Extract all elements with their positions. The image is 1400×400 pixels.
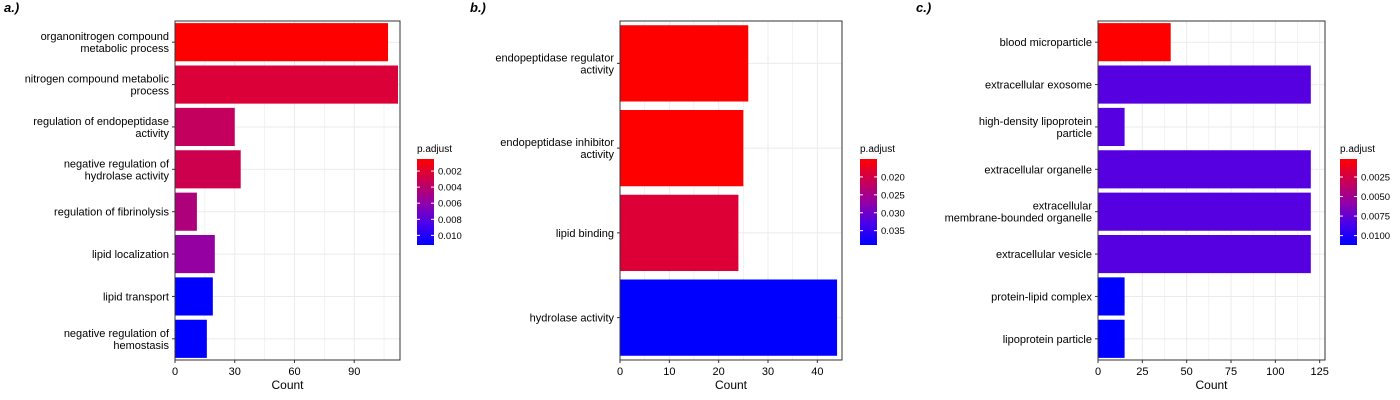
x-tick-label: 0 bbox=[172, 366, 178, 378]
bar bbox=[620, 25, 749, 102]
colorbar-tick-label: 0.002 bbox=[438, 167, 462, 178]
x-tick-label: 100 bbox=[1266, 366, 1284, 378]
panel-label: b.) bbox=[470, 0, 486, 15]
y-tick-label: hydrolase activity bbox=[530, 313, 615, 325]
colorbar bbox=[1340, 159, 1357, 245]
bar bbox=[620, 109, 744, 187]
panel-label: c.) bbox=[916, 0, 931, 15]
y-tick-label: nitrogen compound metabolic process bbox=[25, 74, 170, 98]
colorbar-legend: p.adjust 0.002 0.004 0.006 0.008 0.010 bbox=[417, 144, 462, 245]
y-tick-label: lipid localization bbox=[92, 249, 169, 261]
x-tick-label: 30 bbox=[229, 366, 241, 378]
bar bbox=[1098, 192, 1311, 231]
y-tick-label: extracellular vesicle bbox=[996, 249, 1092, 261]
bar bbox=[1098, 65, 1311, 104]
y-tick-label: extracellular exosome bbox=[985, 80, 1092, 92]
colorbar-tick-label: 0.006 bbox=[438, 199, 462, 210]
x-tick-label: 30 bbox=[762, 366, 774, 378]
bar bbox=[175, 65, 399, 104]
colorbar-tick-label: 0.0075 bbox=[1361, 212, 1390, 223]
x-tick-label: 90 bbox=[348, 366, 360, 378]
y-tick-label: negative regulation of hemostasis bbox=[64, 328, 170, 352]
bar bbox=[1098, 319, 1125, 358]
colorbar-tick-label: 0.035 bbox=[881, 226, 905, 237]
bar bbox=[1098, 150, 1311, 189]
plot-border bbox=[1097, 20, 1326, 361]
colorbar-title: p.adjust bbox=[1340, 144, 1375, 155]
colorbar bbox=[860, 159, 877, 245]
y-tick-label: endopeptidase regulator activity bbox=[495, 52, 614, 76]
panel-3: c.) blood microparticle extracellular exos… bbox=[916, 0, 1390, 392]
bar bbox=[175, 150, 241, 189]
y-tick-label: lipid binding bbox=[556, 228, 614, 240]
x-tick-label: 40 bbox=[811, 366, 823, 378]
colorbar-tick-label: 0.0050 bbox=[1361, 192, 1390, 203]
colorbar-tick-label: 0.0100 bbox=[1361, 231, 1390, 242]
bar bbox=[175, 277, 213, 316]
colorbar bbox=[417, 159, 434, 245]
x-axis-title: Count bbox=[1195, 378, 1228, 392]
colorbar-tick-label: 0.004 bbox=[438, 183, 462, 194]
y-tick-label: regulation of endopeptidase activity bbox=[33, 116, 169, 140]
colorbar-tick-label: 0.025 bbox=[881, 190, 905, 201]
bar bbox=[620, 279, 838, 356]
panel-2: b.) endopeptidase regulator activity endope… bbox=[470, 0, 905, 392]
bar bbox=[1098, 23, 1171, 62]
x-tick-label: 125 bbox=[1311, 366, 1329, 378]
bar bbox=[1098, 277, 1125, 316]
x-tick-label: 25 bbox=[1136, 366, 1148, 378]
bar bbox=[175, 107, 235, 147]
y-tick-label: high-density lipoprotein particle bbox=[979, 116, 1092, 140]
y-tick-label: lipoprotein particle bbox=[1003, 334, 1092, 346]
bar bbox=[1098, 107, 1125, 147]
y-tick-label: negative regulation of hydrolase activity bbox=[64, 158, 170, 182]
colorbar-tick-label: 0.020 bbox=[881, 172, 905, 183]
bar bbox=[175, 234, 215, 274]
colorbar-tick-label: 0.008 bbox=[438, 215, 462, 226]
colorbar-tick-label: 0.0025 bbox=[1361, 172, 1390, 183]
panel-1: a.) organonitrogen compound metabolic proc… bbox=[4, 0, 462, 392]
x-tick-label: 0 bbox=[1095, 366, 1101, 378]
x-tick-label: 60 bbox=[288, 366, 300, 378]
y-tick-label: lipid transport bbox=[103, 291, 169, 303]
y-tick-label: extracellular membrane-bounded organelle bbox=[945, 201, 1093, 225]
colorbar-tick-label: 0.030 bbox=[881, 208, 905, 219]
colorbar-legend: p.adjust 0.020 0.025 0.030 0.035 bbox=[860, 144, 905, 245]
panel-label: a.) bbox=[4, 0, 19, 15]
x-tick-label: 20 bbox=[713, 366, 725, 378]
bar bbox=[620, 194, 739, 272]
y-tick-label: extracellular organelle bbox=[984, 164, 1092, 176]
x-axis-title: Count bbox=[271, 378, 304, 392]
plot-border bbox=[619, 20, 843, 361]
x-tick-label: 50 bbox=[1181, 366, 1193, 378]
bar bbox=[175, 192, 197, 231]
x-tick-label: 10 bbox=[663, 366, 675, 378]
colorbar-title: p.adjust bbox=[417, 144, 452, 155]
bar bbox=[1098, 234, 1311, 274]
colorbar-title: p.adjust bbox=[860, 144, 895, 155]
y-tick-label: protein-lipid complex bbox=[991, 291, 1092, 303]
bar bbox=[175, 23, 389, 62]
x-tick-label: 0 bbox=[617, 366, 623, 378]
x-tick-label: 75 bbox=[1225, 366, 1237, 378]
bar bbox=[175, 319, 207, 358]
plot-border bbox=[174, 20, 401, 361]
colorbar-legend: p.adjust 0.0025 0.0050 0.0075 0.0100 bbox=[1340, 144, 1390, 245]
y-tick-label: blood microparticle bbox=[1000, 37, 1092, 49]
y-tick-label: regulation of fibrinolysis bbox=[54, 207, 169, 219]
y-tick-label: endopeptidase inhibitor activity bbox=[500, 137, 614, 161]
y-tick-label: organonitrogen compound metabolic process bbox=[41, 31, 170, 55]
x-axis-title: Count bbox=[715, 378, 748, 392]
colorbar-tick-label: 0.010 bbox=[438, 231, 462, 242]
